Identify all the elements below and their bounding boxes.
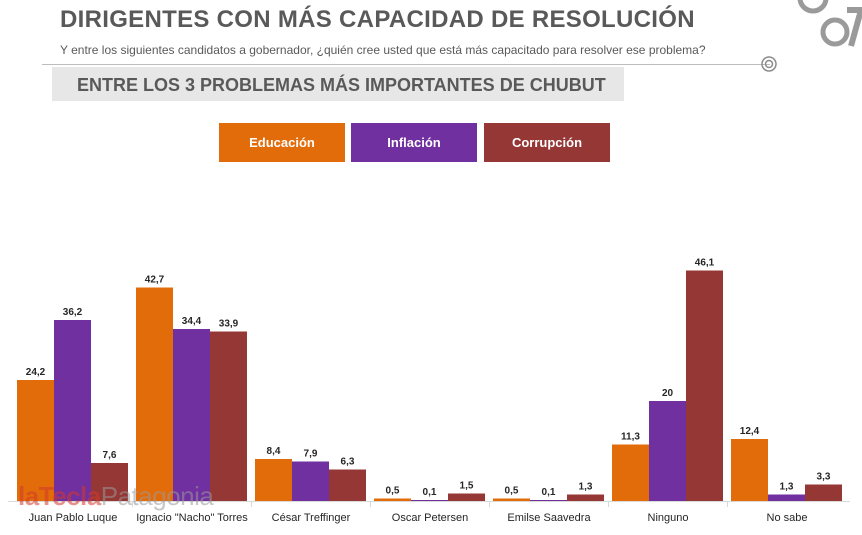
bar-value-label: 0,1	[542, 487, 556, 498]
bar	[411, 500, 448, 501]
bar-value-label: 8,4	[267, 446, 281, 457]
bar	[567, 494, 604, 501]
category-label: César Treffinger	[272, 512, 351, 524]
category-label: No sabe	[767, 512, 808, 524]
header-divider	[42, 64, 770, 65]
bar	[731, 439, 768, 501]
legend-item-educacion: Educación	[219, 123, 345, 162]
bar-value-label: 34,4	[182, 316, 202, 327]
bar-value-label: 6,3	[341, 457, 355, 468]
watermark: laTeclaPatagonia	[18, 481, 214, 512]
bar	[91, 463, 128, 501]
bar-value-label: 1,5	[460, 481, 474, 492]
bar	[54, 320, 91, 501]
bar	[530, 500, 567, 501]
logo-mark-icon	[797, 0, 862, 47]
swirl-icon	[761, 56, 777, 72]
page-subtitle: Y entre los siguientes candidatos a gobe…	[60, 43, 706, 57]
category-label: Oscar Petersen	[392, 512, 468, 524]
bar-value-label: 20	[662, 388, 674, 399]
section-header: ENTRE LOS 3 PROBLEMAS MÁS IMPORTANTES DE…	[52, 67, 624, 101]
legend-item-corrupcion: Corrupción	[484, 123, 610, 162]
bar-value-label: 33,9	[219, 319, 239, 330]
category-label: Ignacio "Nacho" Torres	[136, 512, 248, 524]
bar	[255, 459, 292, 501]
category-label: Ninguno	[648, 512, 689, 524]
bar	[649, 401, 686, 501]
bar	[173, 329, 210, 501]
category-label: Emilse Saavedra	[507, 512, 591, 524]
bar	[768, 494, 805, 501]
watermark-part2: Patagonia	[100, 481, 214, 511]
bar-value-label: 24,2	[26, 367, 46, 378]
bar	[329, 469, 366, 501]
bar-value-label: 46,1	[695, 258, 715, 269]
bar	[374, 498, 411, 501]
bar	[805, 484, 842, 501]
section-label: ENTRE LOS 3 PROBLEMAS MÁS IMPORTANTES DE…	[77, 75, 606, 95]
bar-value-label: 3,3	[817, 472, 831, 483]
bar-value-label: 11,3	[621, 432, 640, 443]
bar	[493, 498, 530, 501]
legend-item-inflacion: Inflación	[351, 123, 477, 162]
bar	[17, 380, 54, 501]
bar-value-label: 0,1	[423, 487, 437, 498]
bar	[612, 444, 649, 501]
page-title: DIRIGENTES CON MÁS CAPACIDAD DE RESOLUCI…	[60, 6, 695, 33]
bar	[448, 493, 485, 501]
bar-value-label: 36,2	[63, 307, 83, 318]
bar	[292, 461, 329, 501]
bar-value-label: 7,9	[304, 449, 318, 460]
watermark-part1: laTecla	[18, 481, 101, 511]
category-label: Juan Pablo Luque	[29, 512, 118, 524]
bar-value-label: 42,7	[145, 275, 165, 286]
bar-value-label: 0,5	[505, 486, 519, 497]
bar	[210, 331, 247, 501]
bar-value-label: 1,3	[780, 482, 794, 493]
bar-value-label: 1,3	[579, 482, 593, 493]
bar	[136, 287, 173, 501]
bar-value-label: 0,5	[386, 486, 400, 497]
bar-value-label: 12,4	[740, 426, 760, 437]
bar-value-label: 7,6	[103, 450, 117, 461]
bar	[686, 270, 723, 501]
